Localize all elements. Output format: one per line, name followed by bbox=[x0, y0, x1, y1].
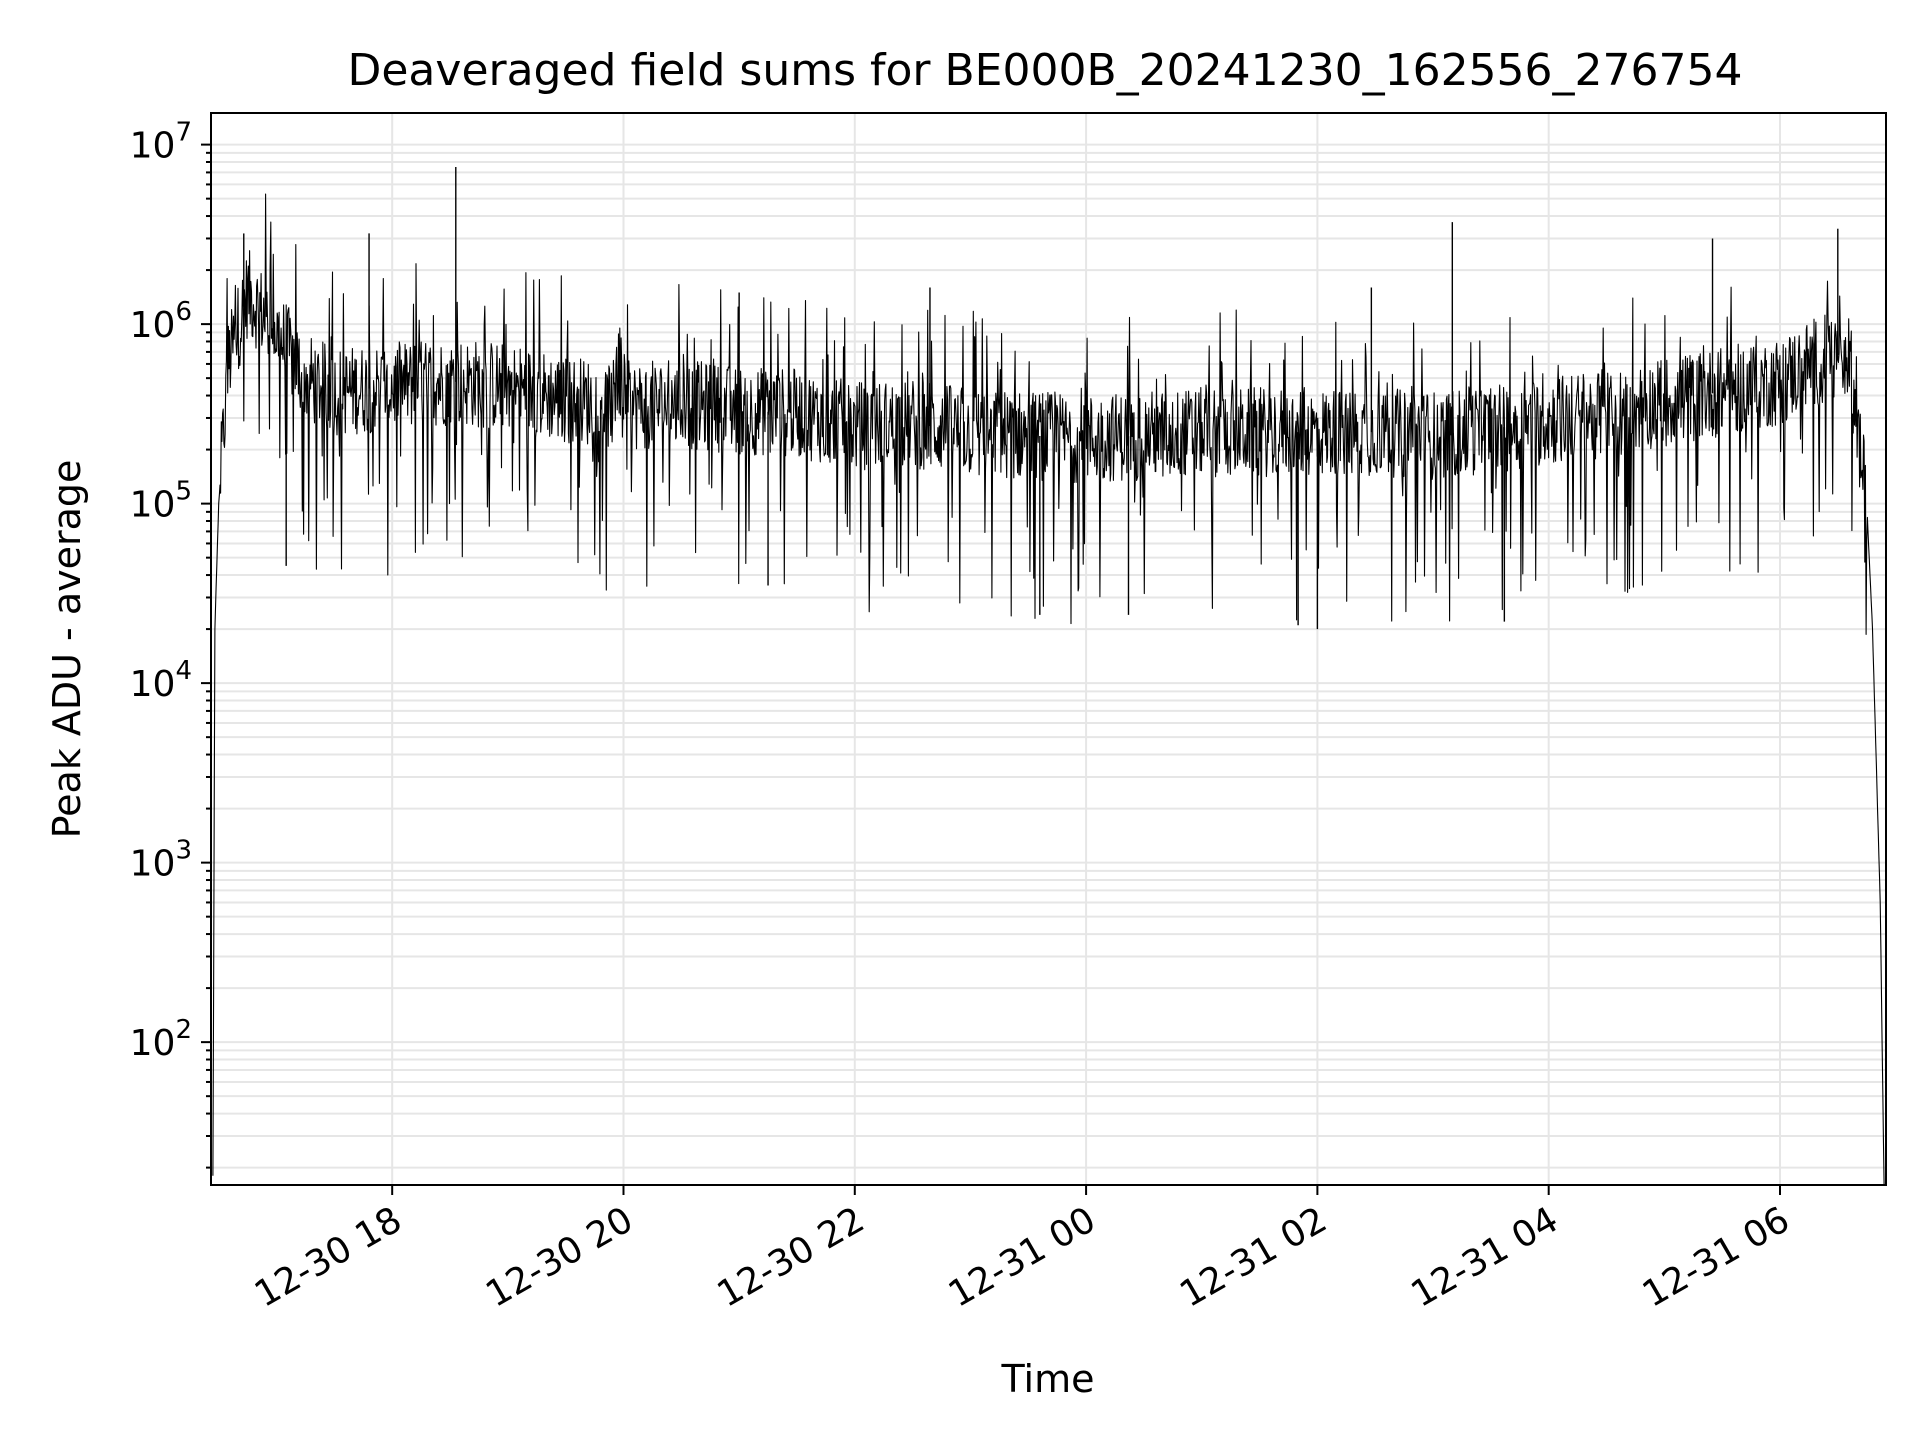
series-line-group bbox=[212, 167, 1885, 1186]
y-tick-label: 103 bbox=[130, 836, 192, 885]
plot-frame bbox=[210, 112, 1887, 1186]
y-tick-label: 105 bbox=[130, 477, 192, 526]
x-axis-label: Time bbox=[1001, 1357, 1095, 1401]
y-tick-label: 104 bbox=[130, 656, 192, 705]
series-line bbox=[212, 193, 1885, 1186]
chart-title: Deaveraged field sums for BE000B_2024123… bbox=[347, 45, 1742, 96]
y-tick-label: 106 bbox=[130, 297, 192, 346]
y-tick-label: 107 bbox=[130, 118, 192, 167]
y-tick-label: 102 bbox=[130, 1015, 192, 1064]
y-axis-label: Peak ADU - average bbox=[45, 460, 89, 839]
